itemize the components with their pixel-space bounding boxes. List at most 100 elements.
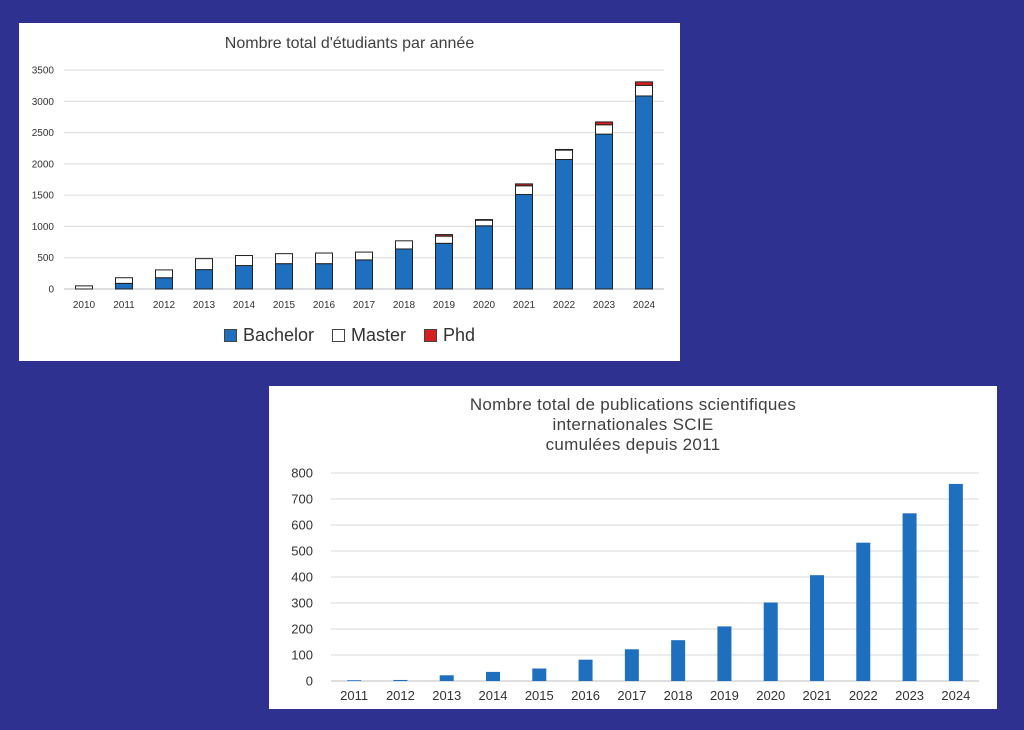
x-tick-label: 2020 (756, 688, 785, 703)
bar-publications-2014 (486, 671, 500, 681)
bar-publications-2022 (856, 542, 871, 681)
bar-phd-2024 (635, 81, 653, 86)
bar-bachelor-2019 (435, 242, 453, 290)
publications-chart-plot: 0 100 200 300 400 500 600 700 800 2011 2012 2013 201… (291, 466, 979, 703)
x-tick-label: 2018 (393, 300, 416, 311)
y-tick-label: 2500 (32, 128, 55, 139)
x-tick-label: 2010 (73, 300, 96, 311)
x-tick-label: 2016 (571, 688, 600, 703)
x-tick-label: 2019 (710, 688, 739, 703)
bar-publications-2021 (810, 575, 824, 681)
bar-master-2016 (315, 252, 333, 265)
bar-bachelor-2013 (195, 269, 213, 290)
legend-item-master: Master (332, 325, 406, 346)
y-tick-label: 0 (306, 674, 313, 689)
x-tick-label: 2021 (803, 688, 832, 703)
x-tick-label: 2013 (432, 688, 461, 703)
bar-master-2023 (595, 124, 613, 135)
bar-publications-2024 (948, 483, 963, 681)
x-tick-label: 2013 (193, 300, 216, 311)
x-tick-label: 2011 (113, 300, 135, 311)
bar-bachelor-2022 (555, 158, 573, 290)
x-tick-label: 2023 (895, 688, 924, 703)
x-tick-label: 2018 (664, 688, 693, 703)
bar-master-2013 (195, 258, 213, 271)
x-tick-label: 2023 (593, 300, 616, 311)
x-tick-label: 2014 (479, 688, 508, 703)
publications-chart-panel: Nombre total de publications scientifiqu… (269, 386, 997, 709)
x-tick-label: 2019 (433, 300, 456, 311)
y-tick-label: 1500 (32, 191, 55, 202)
x-tick-label: 2024 (633, 300, 656, 311)
bar-master-2012 (155, 269, 173, 279)
bar-bachelor-2024 (635, 95, 653, 290)
legend-item-bachelor: Bachelor (223, 325, 314, 346)
x-tick-label: 2022 (553, 300, 576, 311)
x-tick-label: 2022 (849, 688, 878, 703)
x-tick-label: 2017 (617, 688, 646, 703)
bar-publications-2013 (439, 675, 454, 681)
x-tick-label: 2014 (233, 300, 256, 311)
students-chart-plot: 0 500 1000 1500 2000 2500 3000 3500 2010 2011 2012… (32, 66, 664, 311)
bar-publications-2020 (763, 602, 778, 681)
bar-master-2021 (515, 185, 533, 196)
legend-swatch-master (332, 329, 345, 342)
bar-master-2020 (475, 219, 493, 227)
bar-bachelor-2021 (515, 194, 533, 290)
legend-swatch-bachelor (223, 329, 237, 342)
students-chart-panel: Nombre total d'étudiants par année 0 500 1… (19, 23, 680, 361)
bar-master-2019 (435, 235, 453, 244)
bar-bachelor-2011 (115, 282, 133, 290)
x-tick-label: 2017 (353, 300, 376, 311)
bar-master-2017 (355, 251, 373, 261)
y-tick-label: 3000 (32, 97, 55, 108)
bar-publications-2023 (902, 513, 917, 681)
bar-publications-2015 (532, 668, 547, 681)
x-tick-label: 2012 (153, 300, 176, 311)
y-tick-label: 700 (291, 492, 313, 507)
bar-publications-2012 (393, 679, 408, 681)
y-tick-label: 500 (37, 253, 54, 264)
y-tick-label: 800 (291, 466, 313, 481)
bar-bachelor-2018 (395, 248, 413, 290)
students-chart-title: Nombre total d'étudiants par année (224, 35, 475, 52)
legend-item-phd: Phd (424, 325, 475, 346)
y-tick-label: 500 (291, 544, 313, 559)
bar-bachelor-2015 (275, 263, 293, 290)
y-tick-label: 600 (291, 518, 313, 533)
bar-master-2024 (635, 84, 653, 97)
students-chart-legend: Bachelor Master Phd (19, 325, 680, 346)
bar-publications-2016 (578, 659, 593, 681)
x-tick-label: 2015 (525, 688, 554, 703)
y-tick-label: 200 (291, 622, 313, 637)
bar-bachelor-2017 (355, 259, 373, 290)
bar-bachelor-2014 (235, 265, 253, 290)
legend-label-master: Master (351, 325, 407, 345)
x-tick-label: 2021 (513, 300, 536, 311)
bar-publications-2019 (717, 626, 732, 681)
bar-master-2022 (555, 149, 573, 160)
bar-publications-2017 (624, 649, 639, 681)
publications-chart-title: Nombre total de publications scientifiqu… (469, 395, 797, 454)
bar-phd-2022 (555, 148, 573, 151)
bar-master-2018 (395, 240, 413, 250)
y-tick-label: 2000 (32, 159, 55, 170)
legend-swatch-phd (424, 329, 438, 342)
bar-phd-2023 (595, 121, 613, 126)
x-tick-label: 2020 (473, 300, 496, 311)
bar-bachelor-2012 (155, 277, 173, 290)
bar-phd-2019 (435, 234, 453, 237)
x-tick-label: 2024 (941, 688, 970, 703)
x-tick-label: 2011 (340, 688, 368, 703)
y-tick-label: 1000 (32, 222, 55, 233)
y-tick-label: 400 (291, 570, 313, 585)
bar-publications-2011 (347, 680, 362, 681)
bar-master-2015 (275, 253, 293, 265)
legend-label-phd: Phd (443, 325, 476, 345)
x-tick-label: 2016 (313, 300, 336, 311)
bar-master-2011 (115, 277, 133, 284)
bar-master-2014 (235, 255, 253, 267)
bar-bachelor-2023 (595, 133, 613, 290)
x-tick-label: 2012 (386, 688, 415, 703)
y-tick-label: 0 (48, 285, 54, 296)
